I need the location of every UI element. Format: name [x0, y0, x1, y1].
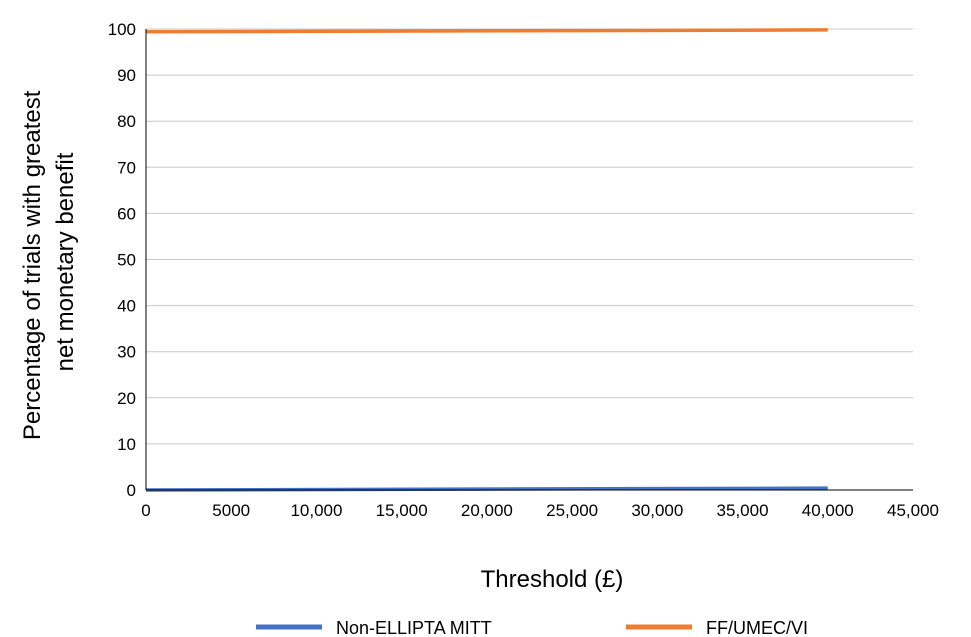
y-tick-label-0: 0: [127, 481, 136, 500]
x-tick-label-5000: 5000: [212, 501, 250, 520]
y-tick-labels: 0 10 20 30 40 50 60 70 80 90 100: [108, 20, 136, 500]
y-tick-label-10: 10: [117, 435, 136, 454]
gridlines: [146, 28, 913, 445]
legend-label-1: FF/UMEC/VI: [706, 618, 808, 637]
x-axis-title: Threshold (£): [481, 566, 624, 593]
y-tick-label-60: 60: [117, 204, 136, 223]
x-tick-label-35000: 35,000: [717, 501, 769, 520]
x-tick-label-0: 0: [141, 501, 150, 520]
y-tick-label-80: 80: [117, 112, 136, 131]
y-tick-label-20: 20: [117, 389, 136, 408]
legend-label-0: Non-ELLIPTA MITT: [336, 618, 492, 637]
y-axis-title-line-2: net monetary benefit: [52, 152, 79, 371]
x-tick-label-40000: 40,000: [802, 501, 854, 520]
y-axis-title-line-1: Percentage of trials with greatest: [19, 90, 46, 440]
y-tick-label-90: 90: [117, 66, 136, 85]
series-line-1: [145, 28, 828, 34]
y-tick-label-70: 70: [117, 158, 136, 177]
y-tick-label-50: 50: [117, 251, 136, 270]
x-tick-labels: 0 5000 10,000 15,000 20,000 25,000 30,000 35,00…: [141, 501, 939, 520]
y-tick-label-100: 100: [108, 20, 136, 39]
y-axis-title: Percentage of trials with greatest net m…: [19, 84, 79, 440]
x-tick-label-45000: 45,000: [887, 501, 939, 520]
x-tick-label-15000: 15,000: [376, 501, 428, 520]
x-tick-label-10000: 10,000: [290, 501, 342, 520]
y-tick-label-40: 40: [117, 297, 136, 316]
y-tick-label-30: 30: [117, 343, 136, 362]
legend: Non-ELLIPTA MITT FF/UMEC/VI: [256, 618, 808, 637]
x-tick-label-30000: 30,000: [631, 501, 683, 520]
x-tick-label-25000: 25,000: [546, 501, 598, 520]
x-tick-label-20000: 20,000: [461, 501, 513, 520]
